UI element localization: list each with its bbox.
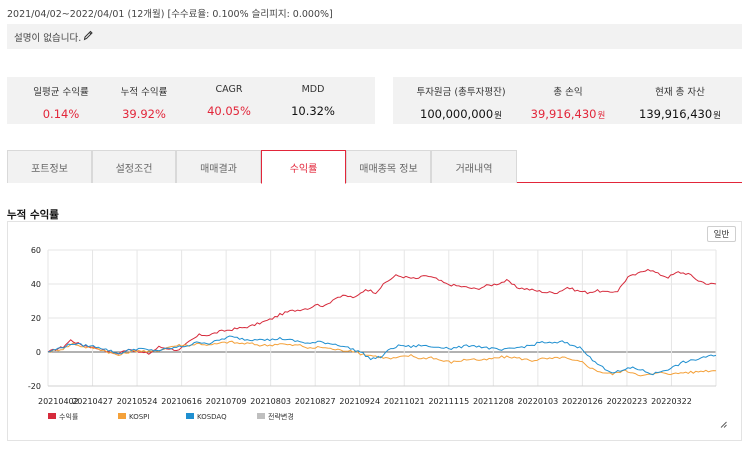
stat-value: 100,000,000원	[420, 107, 502, 121]
x-tick-label: 20210616	[161, 397, 202, 406]
legend-label: 수익률	[59, 413, 79, 421]
stat-total-profit: 총 손익 39,916,430원	[521, 84, 615, 121]
stat-value: 139,916,430원	[639, 107, 721, 121]
x-tick-label: 20220126	[562, 397, 603, 406]
series-line-0	[47, 268, 717, 355]
stat-value: 10.32%	[291, 104, 335, 118]
chart-mode-button[interactable]: 일반	[707, 226, 736, 242]
x-tick-label: 20220103	[518, 397, 559, 406]
section-title: 누적 수익률	[7, 209, 59, 221]
stat-principal: 투자원금 (총투자평잔) 100,000,000원	[411, 84, 511, 121]
tab-trade-history[interactable]: 거래내역	[431, 150, 517, 183]
stat-label: 일평균 수익률	[33, 87, 89, 98]
legend-swatch	[257, 413, 265, 419]
stat-total-assets: 현재 총 자산 139,916,430원	[630, 84, 730, 121]
stat-cagr: CAGR 40.05%	[197, 84, 261, 118]
stat-daily-return: 일평균 수익률 0.14%	[29, 84, 93, 121]
stat-value: 0.14%	[42, 107, 80, 121]
x-tick-label: 20220223	[607, 397, 648, 406]
y-tick-label: -20	[28, 382, 41, 391]
x-tick-label: 20211021	[384, 397, 425, 406]
x-tick-label: 20210709	[206, 397, 247, 406]
series-line-2	[47, 335, 717, 376]
stat-label: 누적 수익률	[120, 87, 168, 98]
x-tick-label: 20210827	[295, 397, 336, 406]
tab-traded-stocks[interactable]: 매매종목 정보	[346, 150, 431, 183]
x-tick-label: 20211208	[473, 397, 514, 406]
backtest-period: 2021/04/02~2022/04/01 (12개월) [수수료율: 0.10…	[7, 9, 333, 20]
legend-swatch	[118, 413, 126, 419]
tab-trade-results[interactable]: 매매결과	[176, 150, 261, 183]
asset-stats-panel: 투자원금 (총투자평잔) 100,000,000원 총 손익 39,916,43…	[393, 77, 742, 124]
stat-label: MDD	[301, 84, 325, 95]
resize-handle-icon[interactable]	[720, 421, 727, 428]
x-tick-label: 20210402	[38, 397, 79, 406]
legend-label: KOSDAQ	[197, 413, 227, 421]
stat-mdd: MDD 10.32%	[281, 84, 345, 118]
tab-portfolio-info[interactable]: 포트정보	[7, 150, 92, 183]
legend-label: 전략변경	[268, 412, 294, 421]
stat-label: 현재 총 자산	[655, 87, 705, 98]
tab-returns[interactable]: 수익률	[261, 150, 346, 184]
return-stats-panel: 일평균 수익률 0.14% 누적 수익률 39.92% CAGR 40.05% …	[7, 77, 375, 124]
x-tick-label: 20210524	[117, 397, 158, 406]
y-tick-label: 60	[31, 246, 41, 255]
stat-value: 39,916,430원	[530, 107, 606, 121]
x-tick-label: 20211115	[428, 397, 469, 406]
y-tick-label: 0	[36, 348, 41, 357]
y-tick-label: 20	[31, 314, 41, 323]
series-line-1	[47, 340, 717, 377]
legend-swatch	[186, 413, 194, 419]
x-tick-label: 20210803	[250, 397, 291, 406]
description-box: 설명이 없습니다.	[7, 24, 742, 49]
stat-value: 40.05%	[207, 104, 251, 118]
stat-label: 총 손익	[553, 87, 583, 98]
legend-label: KOSPI	[129, 413, 149, 421]
y-tick-label: 40	[31, 280, 41, 289]
stat-label: CAGR	[215, 84, 243, 95]
result-tabs: 포트정보 설정조건 매매결과 수익률 매매종목 정보 거래내역	[7, 150, 742, 184]
tab-settings[interactable]: 설정조건	[92, 150, 176, 183]
x-tick-label: 20220322	[651, 397, 692, 406]
stat-label: 투자원금 (총투자평잔)	[416, 87, 506, 98]
cumulative-return-chart: -20 0 20 40 60 20210402 20210427 20210524 202106…	[7, 221, 742, 441]
legend-swatch	[48, 413, 56, 419]
stat-cumulative-return: 누적 수익률 39.92%	[112, 84, 176, 121]
x-tick-label: 20210924	[339, 397, 380, 406]
description-text: 설명이 없습니다.	[14, 33, 82, 44]
x-tick-label: 20210427	[72, 397, 113, 406]
stat-value: 39.92%	[122, 107, 166, 121]
pencil-icon[interactable]	[83, 30, 93, 41]
